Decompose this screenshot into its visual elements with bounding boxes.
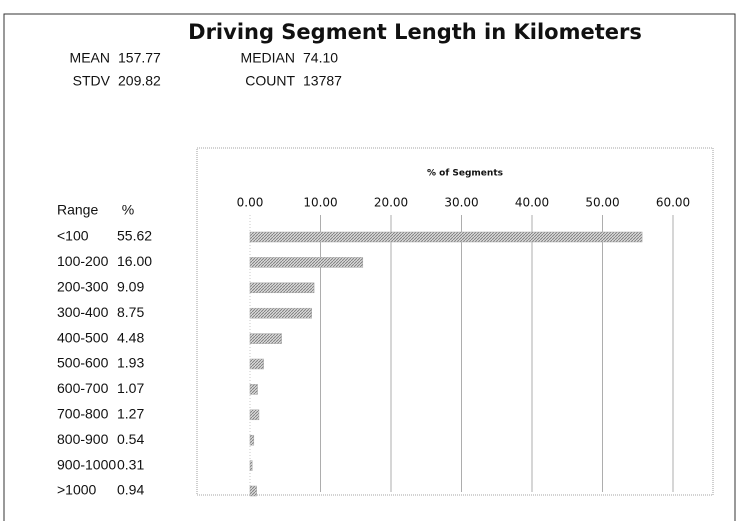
bar xyxy=(249,282,315,294)
percent-label: 0.54 xyxy=(117,431,144,447)
range-label: 100-200 xyxy=(57,253,109,269)
percent-label: 0.94 xyxy=(117,482,144,498)
bar xyxy=(249,358,264,370)
bar xyxy=(249,409,260,421)
percent-label: 0.31 xyxy=(117,456,144,472)
range-label: 500-600 xyxy=(57,355,109,371)
percent-label: 1.27 xyxy=(117,406,144,422)
x-tick-label: 40.00 xyxy=(515,196,549,210)
percent-label: 4.48 xyxy=(117,329,144,345)
range-label: 600-700 xyxy=(57,380,109,396)
bar xyxy=(249,434,255,446)
range-label: <100 xyxy=(57,228,89,244)
stat-value: 209.82 xyxy=(118,73,161,89)
stat-label: COUNT xyxy=(245,73,295,89)
percent-label: 9.09 xyxy=(117,279,144,295)
x-tick-label: 50.00 xyxy=(585,196,619,210)
x-axis-title: % of Segments xyxy=(427,169,503,179)
stat-value: 13787 xyxy=(303,73,342,89)
percent-label: 1.07 xyxy=(117,380,144,396)
range-label: 400-500 xyxy=(57,329,109,345)
range-label: 900-1000 xyxy=(57,456,116,472)
column-header: Range xyxy=(57,202,98,218)
bar xyxy=(249,384,258,395)
x-tick-label: 0.00 xyxy=(237,196,264,210)
bar xyxy=(249,231,643,243)
range-label: 700-800 xyxy=(57,406,109,422)
x-tick-label: 60.00 xyxy=(656,196,690,210)
column-header: % xyxy=(122,202,134,218)
percent-label: 55.62 xyxy=(117,228,152,244)
chart-title: Driving Segment Length in Kilometers xyxy=(188,20,642,44)
bar xyxy=(249,257,364,268)
range-label: 300-400 xyxy=(57,304,109,320)
range-label: >1000 xyxy=(57,482,97,498)
x-tick-label: 10.00 xyxy=(303,196,337,210)
stat-label: MEAN xyxy=(70,50,110,66)
frame xyxy=(3,13,736,525)
bar xyxy=(249,333,282,344)
plot-frame xyxy=(196,147,714,496)
bar xyxy=(249,485,257,497)
stat-label: MEDIAN xyxy=(241,50,295,66)
stat-label: STDV xyxy=(73,73,111,89)
range-label: 200-300 xyxy=(57,279,109,295)
percent-label: 16.00 xyxy=(117,253,152,269)
x-tick-label: 20.00 xyxy=(374,196,408,210)
percent-label: 1.93 xyxy=(117,355,144,371)
bar xyxy=(249,460,253,471)
bar xyxy=(249,307,312,319)
x-tick-label: 30.00 xyxy=(444,196,478,210)
stat-value: 74.10 xyxy=(303,50,338,66)
stat-value: 157.77 xyxy=(118,50,161,66)
percent-label: 8.75 xyxy=(117,304,144,320)
range-label: 800-900 xyxy=(57,431,109,447)
